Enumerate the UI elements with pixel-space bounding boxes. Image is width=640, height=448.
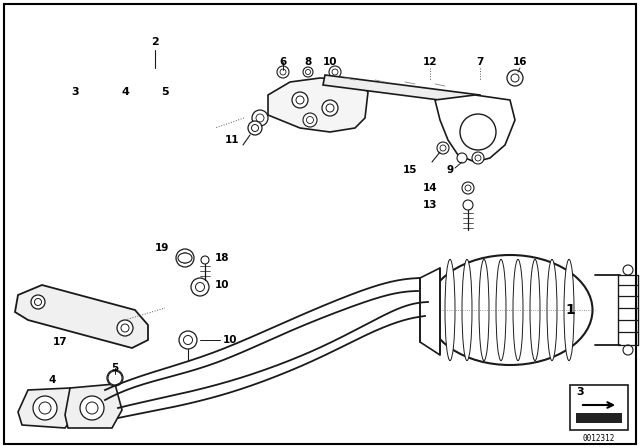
Circle shape — [307, 116, 314, 124]
Circle shape — [437, 142, 449, 154]
Circle shape — [33, 396, 57, 420]
Text: 16: 16 — [513, 57, 527, 67]
Circle shape — [117, 320, 133, 336]
Circle shape — [195, 283, 205, 292]
Bar — [576, 413, 622, 423]
Bar — [570, 385, 628, 430]
Circle shape — [39, 402, 51, 414]
Text: 12: 12 — [423, 57, 437, 67]
Polygon shape — [323, 75, 480, 105]
Circle shape — [292, 92, 308, 108]
Text: 1: 1 — [565, 303, 575, 317]
Circle shape — [296, 96, 304, 104]
Circle shape — [31, 295, 45, 309]
Polygon shape — [420, 268, 440, 355]
Text: 2: 2 — [151, 37, 159, 47]
Circle shape — [252, 125, 259, 132]
Text: 10: 10 — [223, 335, 237, 345]
Circle shape — [121, 324, 129, 332]
Text: 5: 5 — [111, 363, 118, 373]
Circle shape — [303, 113, 317, 127]
Circle shape — [248, 121, 262, 135]
Circle shape — [463, 200, 473, 210]
Text: 11: 11 — [225, 135, 239, 145]
Text: 9: 9 — [447, 165, 454, 175]
Polygon shape — [435, 95, 515, 162]
Circle shape — [80, 396, 104, 420]
Text: 5: 5 — [161, 87, 169, 97]
Text: 3: 3 — [71, 87, 79, 97]
Polygon shape — [268, 78, 368, 132]
Circle shape — [457, 153, 467, 163]
Circle shape — [475, 155, 481, 161]
Text: 4: 4 — [48, 375, 56, 385]
Circle shape — [332, 69, 338, 75]
Circle shape — [256, 114, 264, 122]
Polygon shape — [15, 285, 148, 348]
Circle shape — [507, 70, 523, 86]
Ellipse shape — [108, 371, 122, 385]
Ellipse shape — [513, 259, 523, 361]
Circle shape — [326, 104, 334, 112]
Text: 6: 6 — [280, 57, 287, 67]
Circle shape — [305, 69, 310, 74]
Circle shape — [472, 152, 484, 164]
Circle shape — [201, 256, 209, 264]
Ellipse shape — [530, 259, 540, 361]
Circle shape — [440, 145, 446, 151]
Circle shape — [191, 278, 209, 296]
Polygon shape — [18, 388, 75, 428]
Circle shape — [277, 66, 289, 78]
Circle shape — [303, 67, 313, 77]
Text: 4: 4 — [121, 87, 129, 97]
Circle shape — [111, 374, 119, 382]
Ellipse shape — [178, 253, 192, 263]
Text: 8: 8 — [305, 57, 312, 67]
Ellipse shape — [445, 259, 455, 361]
Circle shape — [623, 345, 633, 355]
Text: 10: 10 — [323, 57, 337, 67]
Circle shape — [465, 185, 471, 191]
Ellipse shape — [428, 255, 593, 365]
Circle shape — [462, 182, 474, 194]
Circle shape — [35, 298, 42, 306]
Ellipse shape — [479, 259, 489, 361]
Circle shape — [176, 249, 194, 267]
Text: 13: 13 — [423, 200, 437, 210]
Text: 10: 10 — [215, 280, 229, 290]
Circle shape — [180, 253, 190, 263]
Circle shape — [329, 66, 341, 78]
Text: 7: 7 — [476, 57, 484, 67]
Text: 19: 19 — [155, 243, 169, 253]
Ellipse shape — [462, 259, 472, 361]
Circle shape — [184, 336, 193, 345]
Circle shape — [623, 265, 633, 275]
Text: 15: 15 — [403, 165, 417, 175]
Text: 18: 18 — [215, 253, 229, 263]
Ellipse shape — [496, 259, 506, 361]
Text: 14: 14 — [422, 183, 437, 193]
Circle shape — [179, 331, 197, 349]
Text: 3: 3 — [576, 387, 584, 397]
Text: 0012312: 0012312 — [583, 434, 615, 443]
Circle shape — [280, 69, 286, 75]
Circle shape — [86, 402, 98, 414]
Polygon shape — [65, 384, 122, 428]
Ellipse shape — [547, 259, 557, 361]
Circle shape — [252, 110, 268, 126]
Circle shape — [107, 370, 123, 386]
Circle shape — [460, 114, 496, 150]
Ellipse shape — [564, 259, 574, 361]
Text: 17: 17 — [52, 337, 67, 347]
Circle shape — [511, 74, 519, 82]
Circle shape — [322, 100, 338, 116]
